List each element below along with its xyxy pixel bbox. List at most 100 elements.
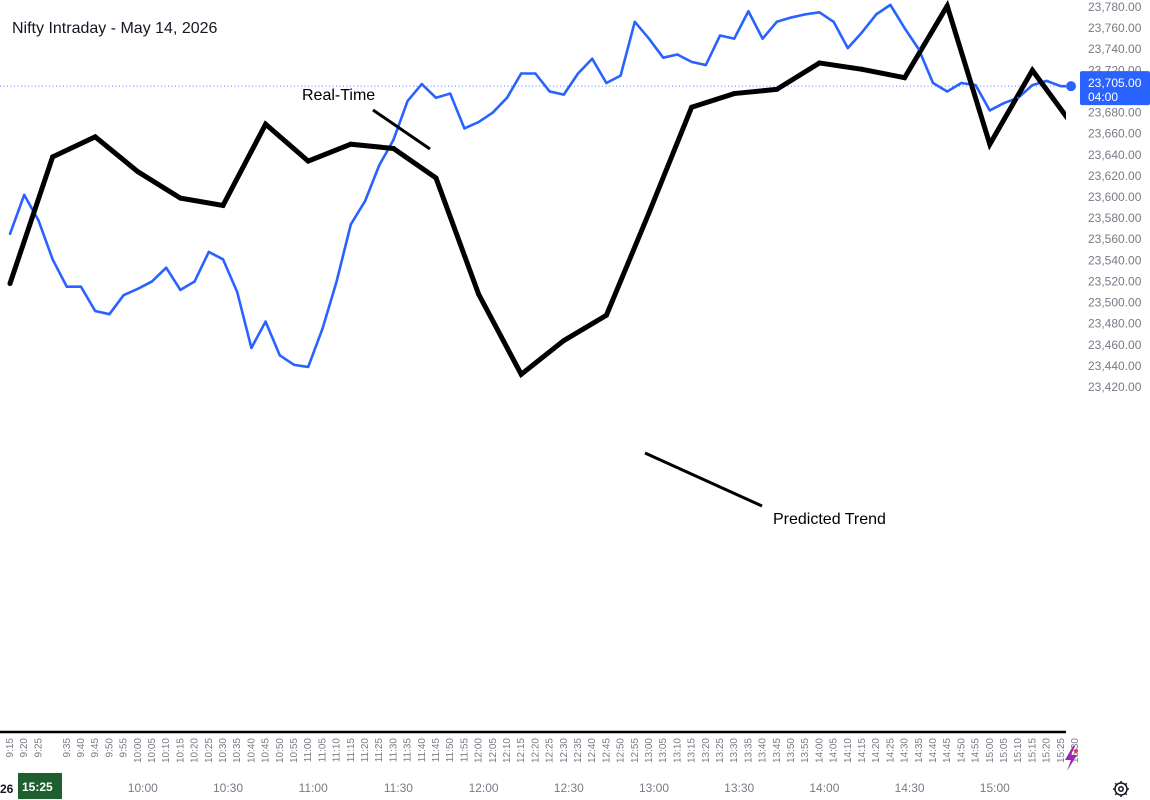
x-tick-label: 13:15: [687, 738, 698, 763]
x-tick-label: 9:15: [5, 738, 16, 758]
real-time-point: [562, 93, 565, 96]
y-tick-label: 23,480.00: [1088, 317, 1142, 331]
real-time-point: [420, 82, 423, 86]
last-price-label: 23,705.00: [1088, 76, 1142, 90]
real-time-point: [307, 365, 310, 369]
predicted-trend-point: [263, 121, 269, 127]
x-tick-label: 11:30: [388, 738, 399, 763]
annotation-predicted-trend: Predicted Trend: [773, 511, 886, 528]
x-tick-label: 11:50: [445, 738, 456, 763]
real-time-point: [335, 280, 338, 283]
y-tick-label: 23,660.00: [1088, 127, 1142, 141]
predicted-trend-point: [390, 145, 396, 151]
real-time-point: [392, 138, 395, 142]
real-time-point: [818, 11, 821, 14]
y-tick-label: 23,640.00: [1088, 148, 1142, 162]
x-tick-label: 12:15: [516, 738, 527, 763]
real-time-point: [278, 354, 281, 357]
gear-icon[interactable]: [1113, 781, 1129, 797]
y-tick-label: 23,600.00: [1088, 190, 1142, 204]
x-major-label: 14:30: [895, 781, 925, 795]
x-tick-label: 13:20: [701, 738, 712, 763]
date-fragment: 26: [0, 782, 14, 796]
lightning-icon[interactable]: [1065, 746, 1078, 771]
predicted-trend-point: [50, 154, 56, 160]
real-time-point: [236, 290, 239, 294]
real-time-point: [378, 164, 381, 167]
real-time-point: [647, 37, 651, 40]
x-tick-label: 10:35: [232, 738, 243, 763]
x-tick-label: 13:45: [772, 738, 783, 763]
real-time-point: [363, 200, 367, 203]
x-tick-label: 13:30: [729, 738, 740, 763]
predicted-trend-point: [902, 75, 908, 81]
real-time-point: [733, 37, 736, 40]
real-time-point: [449, 92, 452, 95]
y-tick-label: 23,760.00: [1088, 21, 1142, 35]
x-tick-label: 14:20: [871, 738, 882, 763]
predicted-trend-point: [476, 291, 482, 297]
x-tick-label: 9:50: [104, 738, 115, 758]
countdown-label: 04:00: [1088, 90, 1118, 104]
real-time-point: [321, 327, 324, 331]
x-tick-label: 12:55: [630, 738, 641, 763]
real-time-point: [1059, 84, 1063, 88]
x-tick-label: 11:40: [417, 738, 428, 763]
x-major-label: 10:00: [128, 781, 158, 795]
real-time-point: [690, 60, 693, 64]
x-tick-label: 9:55: [119, 738, 130, 758]
y-tick-label: 23,500.00: [1088, 296, 1142, 310]
time-badge-label: 15:25: [22, 780, 53, 794]
x-tick-label: 12:25: [545, 738, 556, 763]
x-tick-label: 11:25: [374, 738, 385, 763]
x-tick-label: 14:05: [829, 738, 840, 763]
real-time-point: [406, 99, 409, 103]
x-tick-label: 11:45: [431, 738, 442, 763]
y-tick-label: 23,580.00: [1088, 211, 1142, 225]
x-tick-label: 12:40: [587, 738, 598, 763]
real-time-point: [79, 285, 83, 288]
real-time-point: [860, 31, 864, 34]
real-time-point: [179, 288, 182, 292]
real-time-point: [789, 16, 793, 19]
real-time-point: [8, 232, 12, 236]
predicted-trend-point: [433, 175, 439, 181]
real-time-point: [207, 250, 210, 254]
last-price-badge: 23,705.00 04:00: [1080, 71, 1150, 106]
x-tick-label: 12:05: [488, 738, 499, 763]
real-time-point: [136, 287, 139, 291]
x-tick-label: 14:55: [971, 738, 982, 763]
x-tick-label: 13:05: [658, 738, 669, 763]
x-tick-label: 14:50: [956, 738, 967, 763]
x-tick-label: 14:35: [914, 738, 925, 763]
x-tick-label: 9:45: [90, 738, 101, 758]
real-time-point: [917, 48, 920, 51]
predicted-trend-point: [689, 104, 695, 110]
real-time-point: [605, 81, 608, 85]
real-time-point: [747, 10, 750, 13]
y-axis[interactable]: 23,420.00 23,440.00 23,460.00 23,480.00 23,5…: [1088, 0, 1142, 394]
x-tick-label: 10:20: [190, 738, 201, 763]
time-badge: [18, 773, 62, 799]
x-tick-label: 14:40: [928, 738, 939, 763]
x-tick-label: 13:00: [644, 738, 655, 763]
y-tick-label: 23,520.00: [1088, 274, 1142, 288]
real-time-point: [463, 127, 466, 130]
predicted-trend-point: [1029, 67, 1035, 73]
x-tick-label: 12:10: [502, 738, 513, 763]
x-tick-label: 15:20: [1042, 738, 1053, 763]
x-tick-label: 12:45: [601, 738, 612, 763]
real-time-point: [761, 37, 764, 40]
real-time-point: [193, 280, 196, 283]
predicted-trend-point: [561, 338, 567, 344]
real-time-point: [889, 3, 892, 7]
real-time-point: [591, 57, 594, 60]
real-time-point: [434, 96, 438, 99]
series-real-time-line: [8, 3, 1066, 369]
y-tick-label: 23,680.00: [1088, 106, 1142, 120]
real-time-point: [846, 46, 849, 50]
real-time-point: [1002, 101, 1006, 105]
real-time-point: [221, 258, 225, 261]
predicted-trend-point: [348, 141, 354, 147]
predicted-trend-point: [603, 312, 609, 318]
